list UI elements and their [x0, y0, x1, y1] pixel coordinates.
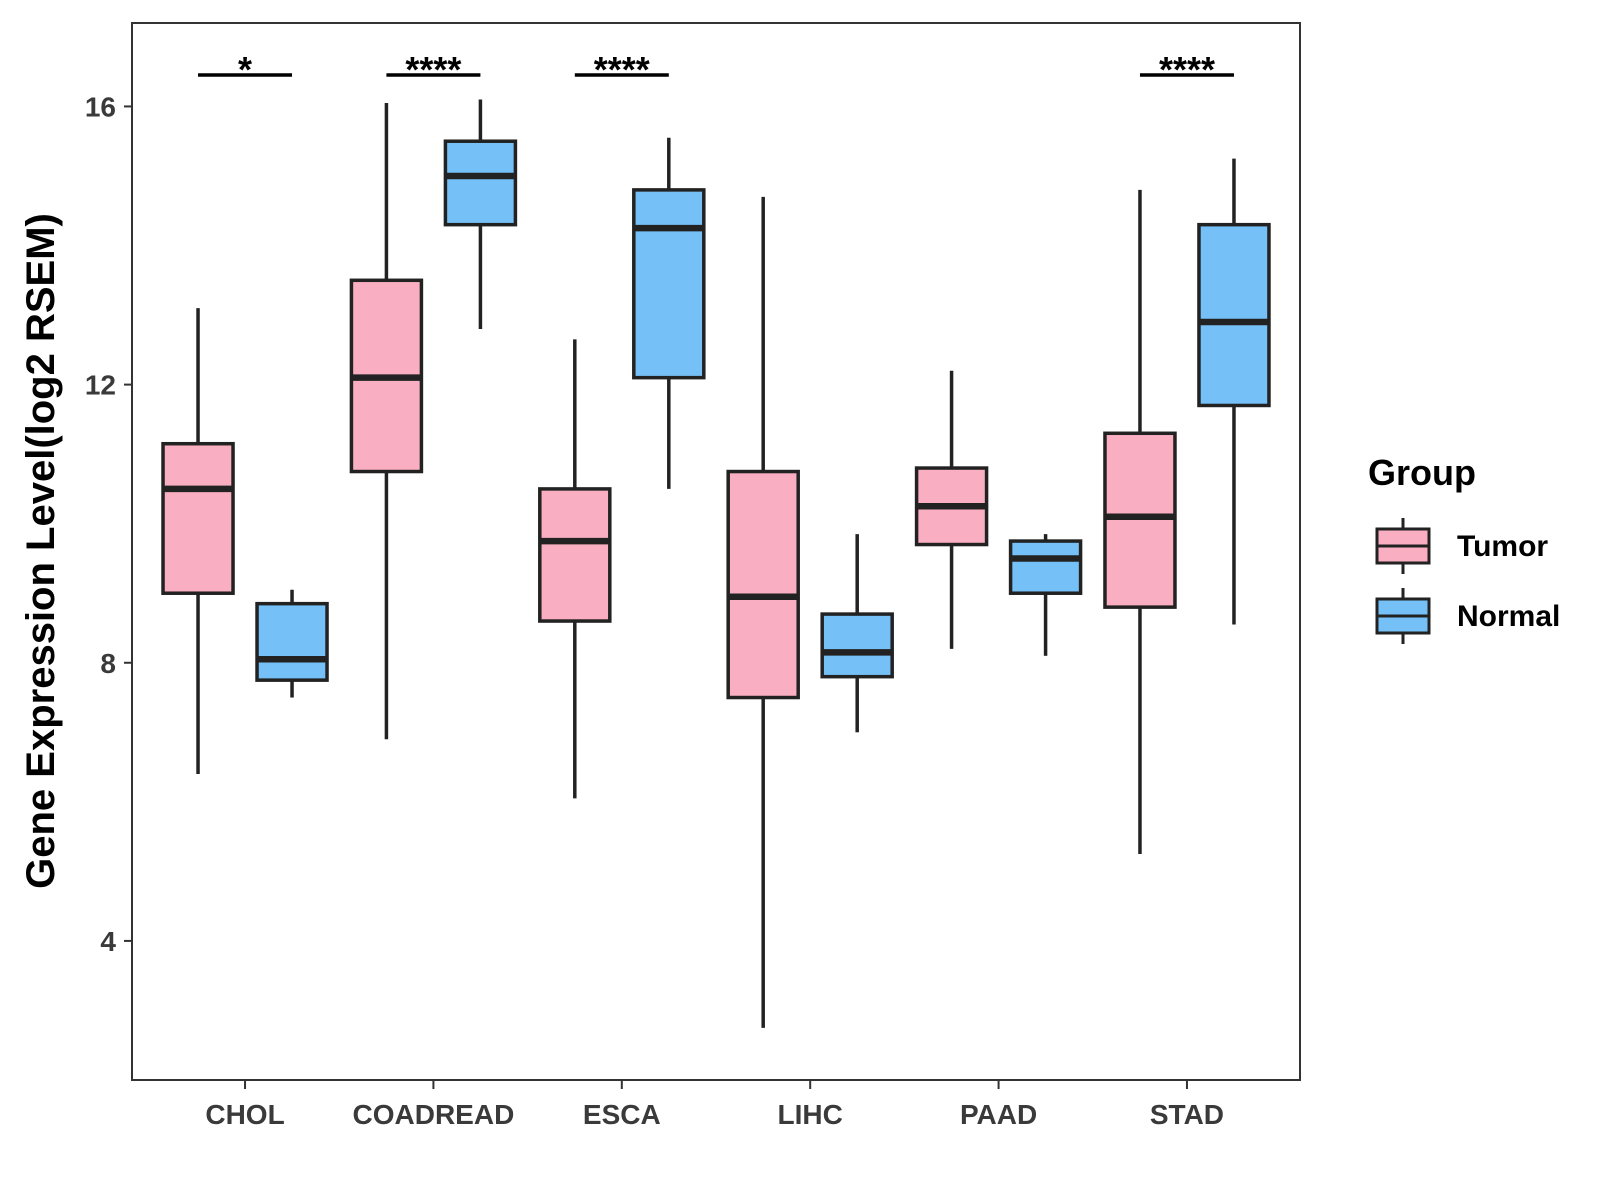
box-tumor-chol — [161, 308, 235, 775]
box-normal-coadread — [443, 99, 518, 329]
y-tick-label: 8 — [100, 648, 116, 679]
boxes-layer — [161, 99, 1271, 1028]
legend-title: Group — [1368, 452, 1476, 493]
x-tick-label: STAD — [1150, 1099, 1224, 1130]
box-tumor-esca — [538, 339, 612, 799]
box-body — [726, 469, 800, 700]
box-body — [538, 487, 612, 623]
significance-label: **** — [1159, 49, 1215, 90]
box-normal-stad — [1197, 158, 1271, 625]
box-body — [161, 441, 235, 595]
y-axis: 4 8 12 16 — [85, 91, 132, 957]
significance-label: **** — [405, 49, 461, 90]
significance-layer: * **** **** **** — [198, 49, 1234, 90]
box-body — [820, 612, 894, 679]
x-tick-label: ESCA — [583, 1099, 661, 1130]
y-tick-label: 16 — [85, 91, 116, 122]
x-tick-label: COADREAD — [353, 1099, 515, 1130]
legend-label: Normal — [1457, 600, 1560, 633]
box-body — [255, 601, 329, 682]
legend: Group Tumor Normal — [1368, 452, 1560, 644]
box-normal-esca — [632, 137, 706, 489]
box-body — [1008, 539, 1083, 595]
significance-label: **** — [594, 49, 650, 90]
y-tick-label: 4 — [100, 926, 116, 957]
significance-label: * — [238, 49, 252, 90]
box-normal-paad — [1008, 534, 1083, 656]
box-tumor-paad — [914, 370, 989, 649]
box-body — [1197, 222, 1271, 408]
y-tick-label: 12 — [85, 370, 116, 401]
x-axis: CHOL COADREAD ESCA LIHC PAAD STAD — [205, 1080, 1224, 1130]
x-tick-label: CHOL — [205, 1099, 284, 1130]
box-body — [443, 139, 518, 227]
box-normal-chol — [255, 589, 329, 698]
box-tumor-coadread — [349, 102, 424, 740]
legend-item-tumor: Tumor — [1375, 518, 1548, 574]
box-tumor-stad — [1103, 189, 1177, 854]
x-tick-label: LIHC — [778, 1099, 843, 1130]
legend-item-normal: Normal — [1375, 588, 1560, 644]
box-tumor-lihc — [726, 196, 800, 1028]
x-tick-label: PAAD — [960, 1099, 1037, 1130]
y-axis-title: Gene Expression Level(log2 RSEM) — [19, 213, 63, 889]
legend-label: Tumor — [1457, 530, 1548, 563]
box-body — [632, 188, 706, 380]
box-body — [1103, 431, 1177, 609]
box-normal-lihc — [820, 534, 894, 733]
